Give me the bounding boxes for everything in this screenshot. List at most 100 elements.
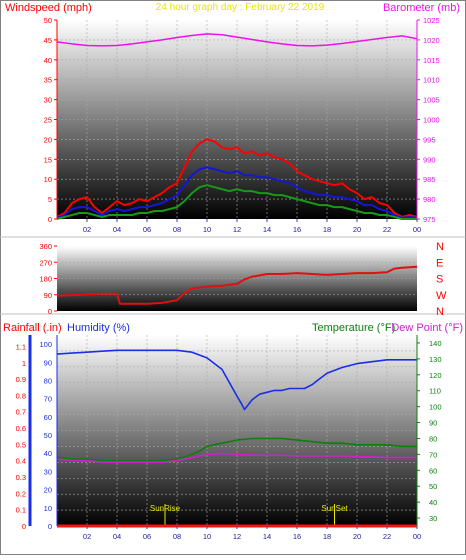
wind-series-group: [56, 33, 418, 220]
humidity-tick-label: 0: [48, 522, 52, 531]
windspeed-tick-label: 0: [48, 215, 52, 224]
direction-series-group: [56, 265, 418, 305]
humidity-tick-label: 60: [44, 413, 52, 422]
series-line-2: [56, 166, 418, 219]
humidity-tick-label: 40: [44, 449, 52, 458]
x-tick-label: 12: [233, 532, 241, 541]
temperature-tick-label: 30: [429, 514, 437, 523]
rainfall-axis-title: Rainfall (.in): [3, 322, 62, 334]
x-tick-label: 10: [203, 532, 211, 541]
x-tick-label: 16: [293, 532, 301, 541]
windspeed-tick-label: 20: [44, 135, 52, 144]
windspeed-axis-title: Windspeed (mph): [5, 2, 92, 14]
x-tick-label: 14: [263, 532, 271, 541]
direction-degree-tick-label: 0: [48, 307, 52, 316]
temperature-tick-label: 70: [429, 450, 437, 459]
x-tick-label: 18: [323, 532, 331, 541]
humidity-tick-label: 100: [39, 340, 52, 349]
temperature-tick-label: 40: [429, 498, 437, 507]
x-tick-label: 04: [113, 532, 121, 541]
humidity-tick-label: 70: [44, 395, 52, 404]
x-tick-label: 06: [143, 532, 151, 541]
x-tick-label: 00: [413, 225, 421, 234]
compass-label: E: [436, 257, 443, 269]
x-tick-label: 08: [173, 225, 181, 234]
barometer-tick-label: 1020: [423, 36, 440, 45]
barometer-tick-label: 1015: [423, 56, 440, 65]
direction-degree-tick-label: 270: [39, 258, 52, 267]
x-tick-label: 20: [353, 532, 361, 541]
x-tick-label: 08: [173, 532, 181, 541]
windspeed-tick-label: 15: [44, 155, 52, 164]
rainfall-tick-label: 0.8: [16, 391, 26, 400]
sun-annotation-label: SunRise: [150, 504, 181, 513]
rainfall-tick-label: 0: [22, 522, 26, 531]
x-tick-label: 02: [83, 225, 91, 234]
x-tick-label: 22: [383, 532, 391, 541]
temperature-axis: 30 40 50 60 70 80 90 100 110 120 130 140: [416, 335, 442, 526]
temperature-tick-label: 120: [429, 371, 442, 380]
temperature-tick-label: 80: [429, 434, 437, 443]
temperature-tick-label: 60: [429, 466, 437, 475]
rainfall-tick-label: 0.1: [16, 506, 26, 515]
x-tick-label: 18: [323, 225, 331, 234]
windspeed-tick-label: 35: [44, 76, 52, 85]
humidity-x-axis: 02 04 06 08 10 12 14 16 18 20 22 00: [83, 526, 421, 541]
direction-degree-tick-label: 180: [39, 275, 52, 284]
humidity-axis-title: Humidity (%): [67, 322, 130, 334]
temperature-tick-label: 90: [429, 419, 437, 428]
windspeed-tick-label: 5: [48, 195, 52, 204]
windspeed-axis: 0 5 10 15 20 25 30 35 40 45 50: [44, 16, 58, 224]
rainfall-tick-label: 0.2: [16, 489, 26, 498]
barometer-tick-label: 1025: [423, 16, 440, 25]
direction-degree-tick-label: 90: [44, 291, 52, 300]
humidity-tick-label: 90: [44, 358, 52, 367]
x-tick-label: 00: [413, 532, 421, 541]
sun-annotation-label: SunSet: [321, 504, 348, 513]
temperature-tick-label: 140: [429, 339, 442, 348]
barometer-tick-label: 995: [423, 135, 436, 144]
temperature-tick-label: 50: [429, 482, 437, 491]
temperature-tick-label: 130: [429, 355, 442, 364]
chart-title: 24 hour graph day : February 22 2019: [156, 2, 325, 13]
x-tick-label: 22: [383, 225, 391, 234]
wind-grid: [57, 20, 417, 219]
barometer-axis-title: Barometer (mb): [383, 2, 460, 14]
series-line-1: [56, 138, 418, 218]
rainfall-tick-label: 0.9: [16, 375, 26, 384]
rainfall-tick-label: 1: [22, 359, 26, 368]
barometer-tick-label: 980: [423, 195, 436, 204]
humidity-tick-label: 10: [44, 504, 52, 513]
barometer-axis: 975 980 985 990 995 1000 1005 1010 1015 1020 1025: [416, 16, 440, 224]
sun-annotations: SunRise SunSet: [150, 504, 348, 526]
x-tick-label: 06: [143, 225, 151, 234]
barometer-tick-label: 990: [423, 155, 436, 164]
rainfall-tick-label: 0.3: [16, 473, 26, 482]
humidity-tick-label: 50: [44, 431, 52, 440]
compass-label: N: [436, 241, 444, 253]
barometer-tick-label: 975: [423, 215, 436, 224]
barometer-tick-label: 1000: [423, 116, 440, 125]
rainfall-tick-label: 0.6: [16, 424, 26, 433]
x-tick-label: 16: [293, 225, 301, 234]
humidity-tick-label: 30: [44, 467, 52, 476]
rainfall-tick-label: 0.4: [16, 457, 26, 466]
rainfall-tick-label: 0.7: [16, 408, 26, 417]
series-line-3: [56, 184, 417, 220]
x-tick-label: 14: [263, 225, 271, 234]
temperature-tick-label: 100: [429, 403, 442, 412]
barometer-tick-label: 1010: [423, 76, 440, 85]
windspeed-tick-label: 30: [44, 96, 52, 105]
x-tick-label: 20: [353, 225, 361, 234]
x-tick-label: 10: [203, 225, 211, 234]
barometer-tick-label: 985: [423, 175, 436, 184]
barometer-tick-label: 1005: [423, 96, 440, 105]
humidity-tick-label: 20: [44, 486, 52, 495]
windspeed-tick-label: 10: [44, 175, 52, 184]
x-tick-label: 12: [233, 225, 241, 234]
rainfall-tick-label: 1.1: [16, 342, 26, 351]
x-tick-label: 02: [83, 532, 91, 541]
compass-label: W: [436, 290, 447, 302]
dew-point-axis-title: Dew Point (°F): [391, 322, 463, 334]
